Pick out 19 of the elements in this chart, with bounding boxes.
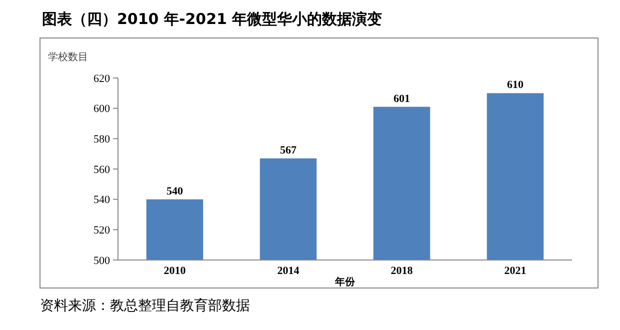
y-tick-label: 540 bbox=[94, 194, 110, 206]
x-tick-label: 2010 bbox=[164, 265, 186, 277]
y-tick-label: 620 bbox=[94, 72, 110, 85]
chart-title: 图表（四）2010 年-2021 年微型华小的数据演变 bbox=[42, 10, 382, 28]
y-tick-label: 600 bbox=[94, 103, 110, 116]
y-tick-label: 560 bbox=[94, 164, 110, 176]
data-label: 540 bbox=[166, 185, 184, 198]
data-label: 601 bbox=[394, 92, 410, 105]
x-tick-label: 2021 bbox=[504, 265, 526, 277]
y-tick-label: 500 bbox=[94, 254, 110, 267]
x-tick-label: 2014 bbox=[277, 265, 300, 277]
data-label: 567 bbox=[280, 144, 297, 156]
x-axis-title: 年份 bbox=[334, 276, 356, 288]
text: 资料来源：教总整理自教育部数据 bbox=[40, 297, 250, 314]
y-tick-label: 580 bbox=[94, 134, 110, 146]
x-tick-label: 2018 bbox=[390, 265, 414, 277]
y-tick-label: 520 bbox=[94, 224, 110, 237]
y-axis-title: 学校数目 bbox=[48, 51, 88, 63]
data-label: 610 bbox=[507, 79, 524, 92]
